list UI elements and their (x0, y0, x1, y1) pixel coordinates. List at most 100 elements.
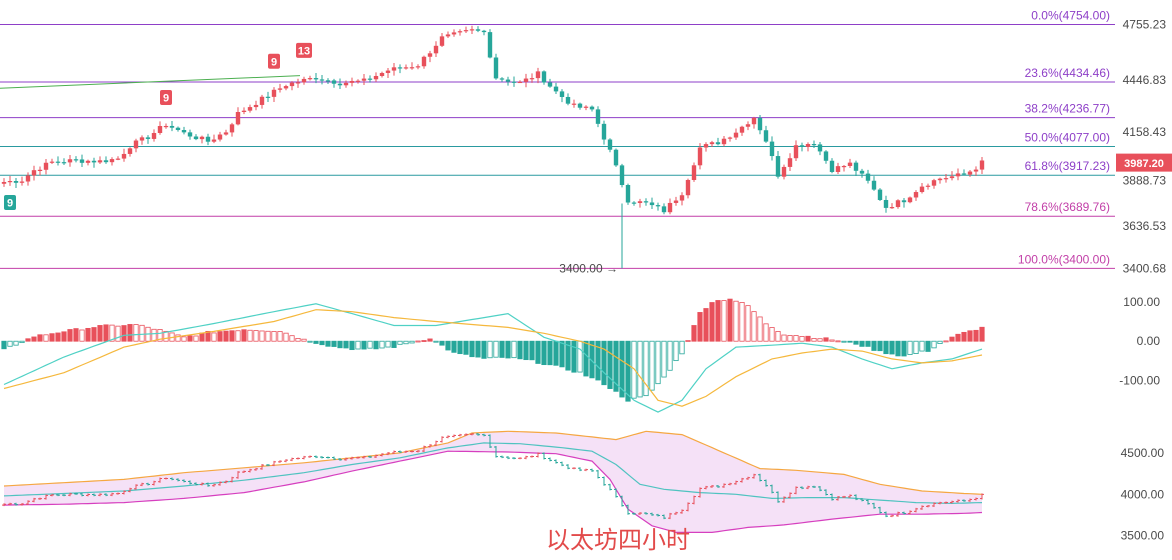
macd-bar (871, 340, 877, 351)
candle-body (499, 78, 505, 80)
candle-body (487, 32, 493, 58)
candle-body (523, 78, 529, 82)
candle-body (265, 96, 271, 98)
macd-bar (349, 340, 355, 351)
candle-body (661, 206, 667, 213)
td-marker-9 (160, 89, 172, 105)
macd-bar (715, 300, 721, 342)
macd-bar (601, 340, 607, 386)
candle-body (643, 201, 649, 203)
candle-body (433, 45, 439, 54)
macd-bar (595, 340, 601, 381)
macd-bar (529, 340, 535, 361)
macd-bar (253, 330, 259, 342)
candle-body (199, 136, 205, 140)
macd-bar (289, 335, 295, 342)
candle-body (613, 149, 619, 166)
macd-bar (43, 334, 49, 342)
candle-body (847, 162, 853, 166)
macd-bar (673, 340, 679, 362)
macd-bar (457, 340, 463, 355)
candle-body (157, 126, 163, 133)
td-marker-label: 9 (271, 56, 277, 68)
candle-body (355, 80, 361, 82)
y-tick-macd: 0.00 (1137, 334, 1161, 348)
macd-bar (37, 334, 43, 342)
candle-body (25, 175, 31, 182)
macd-bar (385, 340, 391, 348)
fib-level-label: 78.6%(3689.76) (1025, 200, 1110, 214)
candle-body (703, 144, 709, 148)
candle-body (403, 67, 409, 69)
macd-bar (157, 329, 163, 342)
fib-level-label: 38.2%(4236.77) (1025, 102, 1110, 116)
macd-bar (733, 300, 739, 342)
macd-bar (235, 330, 241, 342)
td-marker-label: 13 (298, 45, 310, 57)
candle-body (409, 67, 415, 69)
candle-body (187, 132, 193, 137)
candle-body (451, 32, 457, 35)
candle-body (343, 82, 349, 86)
macd-bar (367, 340, 373, 349)
macd-bar (343, 340, 349, 349)
candle-body (43, 162, 49, 170)
candle-body (331, 80, 337, 84)
macd-bar (319, 340, 325, 346)
macd-bar (481, 340, 487, 359)
macd-bar (763, 323, 769, 342)
candle-body (631, 202, 637, 204)
macd-bar (805, 335, 811, 342)
candle-body (619, 165, 625, 186)
macd-bar (121, 325, 127, 342)
candle-body (391, 67, 397, 71)
candle-body (55, 161, 61, 163)
candle-body (295, 82, 301, 84)
candle-body (205, 136, 211, 142)
macd-bar (493, 340, 499, 358)
macd-bar (1, 340, 7, 350)
macd-bar (421, 340, 427, 342)
boll-lower-line (3, 450, 983, 534)
macd-bar (703, 308, 709, 342)
candle-body (571, 103, 577, 105)
candle-body (919, 186, 925, 193)
candle-body (559, 91, 565, 97)
macd-bar (901, 340, 907, 357)
candle-body (775, 156, 781, 177)
macd-bar (931, 340, 937, 349)
macd-bar (133, 324, 139, 342)
macd-bar (577, 340, 583, 373)
candle-body (625, 185, 631, 203)
macd-bar (415, 340, 421, 343)
fib-level-label: 50.0%(4077.00) (1025, 130, 1110, 144)
candle-body (721, 138, 727, 145)
candle-body (253, 104, 259, 108)
macd-bar (79, 329, 85, 342)
macd-bar (925, 340, 931, 352)
candle-body (337, 83, 343, 86)
last-price-value: 3987.20 (1124, 158, 1164, 170)
candle-body (709, 142, 715, 145)
macd-bar (505, 340, 511, 359)
candle-body (925, 185, 931, 187)
candle-body (769, 141, 775, 157)
candle-body (1, 181, 7, 184)
macd-bar (583, 340, 589, 377)
candle-body (247, 107, 253, 111)
macd-bar (325, 340, 331, 347)
candle-body (91, 160, 97, 163)
macd-bar (85, 327, 91, 342)
candle-body (865, 173, 871, 181)
boll-mid-line (3, 442, 983, 505)
macd-bar (283, 332, 289, 342)
macd-bar (955, 333, 961, 342)
candle-body (349, 80, 355, 83)
macd-bar (745, 305, 751, 342)
candle-body (589, 106, 595, 110)
td-marker-13 (296, 42, 312, 58)
macd-bar (115, 325, 121, 342)
td-marker-9 (268, 53, 280, 69)
candle-body (943, 178, 949, 180)
macd-bar (721, 300, 727, 342)
